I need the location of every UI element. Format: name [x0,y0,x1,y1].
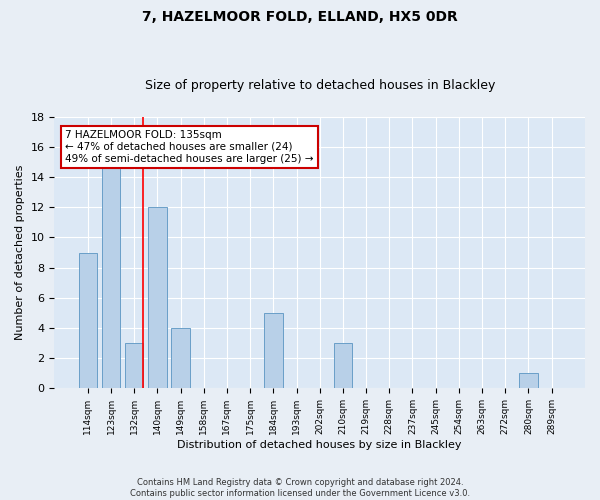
X-axis label: Distribution of detached houses by size in Blackley: Distribution of detached houses by size … [178,440,462,450]
Bar [264,313,283,388]
Bar [148,208,167,388]
Text: 7 HAZELMOOR FOLD: 135sqm
← 47% of detached houses are smaller (24)
49% of semi-d: 7 HAZELMOOR FOLD: 135sqm ← 47% of detach… [65,130,314,164]
Bar [125,343,143,388]
Bar [102,162,120,388]
Title: Size of property relative to detached houses in Blackley: Size of property relative to detached ho… [145,79,495,92]
Bar [334,343,352,388]
Text: Contains HM Land Registry data © Crown copyright and database right 2024.
Contai: Contains HM Land Registry data © Crown c… [130,478,470,498]
Y-axis label: Number of detached properties: Number of detached properties [15,165,25,340]
Bar [79,252,97,388]
Bar [519,374,538,388]
Text: 7, HAZELMOOR FOLD, ELLAND, HX5 0DR: 7, HAZELMOOR FOLD, ELLAND, HX5 0DR [142,10,458,24]
Bar [171,328,190,388]
